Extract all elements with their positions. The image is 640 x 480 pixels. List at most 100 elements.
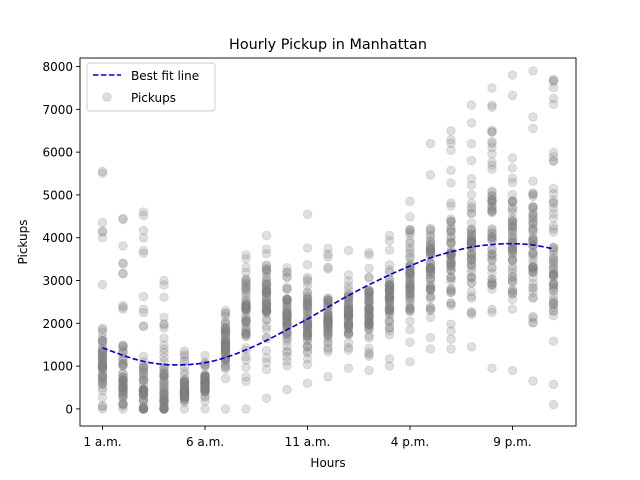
point-h19-45	[487, 196, 497, 207]
point-h1-51	[118, 390, 128, 401]
point-h8-48	[261, 306, 272, 316]
point-h20-29	[507, 262, 518, 272]
point-h14-32	[384, 284, 395, 295]
point-h1-6	[118, 374, 128, 385]
point-h8-49	[261, 279, 272, 289]
point-h17-5	[446, 201, 456, 211]
point-h11-52	[323, 329, 333, 339]
point-h21-27	[528, 262, 538, 272]
point-h21-61	[528, 223, 538, 234]
point-h22-3	[548, 336, 559, 346]
point-h7-2	[241, 303, 251, 313]
point-h18-27	[466, 198, 477, 208]
point-h6-39	[220, 342, 231, 353]
point-h11-30	[323, 320, 333, 331]
point-h21-43	[528, 293, 538, 303]
point-h7-61	[241, 290, 251, 301]
point-h2-16	[138, 384, 149, 395]
point-h21-31	[528, 282, 538, 293]
point-h9-0	[282, 384, 292, 395]
point-h17-39	[446, 261, 456, 271]
point-h0-25	[97, 359, 108, 370]
point-h14-40	[384, 309, 395, 320]
point-h11-34	[323, 262, 333, 273]
point-h6-7	[220, 323, 231, 333]
point-h7-57	[241, 315, 251, 325]
point-h4-46	[179, 379, 190, 390]
point-h3-7	[159, 319, 169, 329]
point-h10-26	[302, 260, 313, 270]
point-h8-61	[261, 308, 272, 319]
point-h15-37	[405, 269, 415, 280]
point-h8-33	[261, 285, 272, 295]
point-h21-56	[528, 248, 538, 258]
point-h18-49	[466, 236, 477, 246]
point-h16-61	[425, 263, 436, 273]
point-h20-52	[507, 244, 518, 255]
point-h5-52	[200, 371, 210, 381]
point-h18-5	[466, 173, 477, 184]
point-h3-34	[159, 323, 169, 333]
point-h17-1	[446, 125, 456, 136]
point-h2-26	[138, 291, 149, 302]
point-h11-54	[323, 295, 333, 305]
point-h10-49	[302, 328, 313, 338]
point-h11-37	[323, 327, 333, 338]
point-h3-8	[159, 394, 169, 404]
point-h1-44	[118, 345, 128, 356]
point-h7-24	[241, 372, 251, 382]
point-h20-53	[507, 215, 518, 226]
point-h17-37	[446, 288, 456, 298]
point-h17-44	[446, 258, 456, 268]
point-h6-0	[220, 404, 231, 414]
point-h7-60	[241, 301, 251, 311]
point-h7-41	[241, 300, 251, 311]
point-h10-22	[302, 342, 313, 352]
point-h1-41	[118, 383, 128, 394]
point-h5-46	[200, 382, 210, 393]
point-h22-6	[548, 291, 559, 301]
point-h10-18	[302, 298, 313, 308]
point-h4-8	[179, 392, 190, 402]
point-h21-59	[528, 267, 538, 278]
point-h8-12	[261, 244, 272, 254]
point-h1-9	[118, 375, 128, 386]
point-h14-58	[384, 304, 395, 315]
point-h0-42	[97, 401, 108, 411]
point-h22-25	[548, 244, 559, 254]
point-h7-16	[241, 279, 251, 289]
point-h18-35	[466, 287, 477, 297]
point-h4-59	[179, 381, 190, 392]
point-h9-52	[282, 318, 292, 329]
point-h14-28	[384, 354, 395, 364]
point-h5-19	[200, 391, 210, 401]
point-h2-39	[138, 362, 149, 373]
point-h9-60	[282, 332, 292, 343]
point-h14-4	[384, 316, 395, 327]
point-h22-7	[548, 75, 559, 86]
point-h19-33	[487, 142, 497, 153]
point-h6-10	[220, 347, 231, 357]
point-h11-15	[323, 314, 333, 324]
point-h22-8	[548, 250, 559, 260]
point-h5-25	[200, 380, 210, 390]
point-h21-5	[528, 112, 538, 122]
point-h0-51	[97, 359, 108, 370]
point-h20-56	[507, 197, 518, 207]
point-h18-45	[466, 233, 477, 243]
point-h0-56	[97, 349, 108, 359]
point-h21-60	[528, 283, 538, 294]
point-h2-36	[138, 370, 149, 381]
point-h12-51	[343, 301, 354, 311]
point-h10-50	[302, 346, 313, 356]
point-h20-0	[507, 365, 518, 376]
point-h3-9	[159, 292, 169, 302]
point-h18-22	[466, 180, 477, 191]
point-h15-19	[405, 267, 415, 278]
point-h2-55	[138, 365, 149, 376]
point-h0-4	[97, 279, 108, 290]
point-h15-51	[405, 284, 415, 294]
point-h4-10	[179, 389, 190, 400]
point-h9-17	[282, 328, 292, 338]
point-h7-15	[241, 376, 251, 387]
